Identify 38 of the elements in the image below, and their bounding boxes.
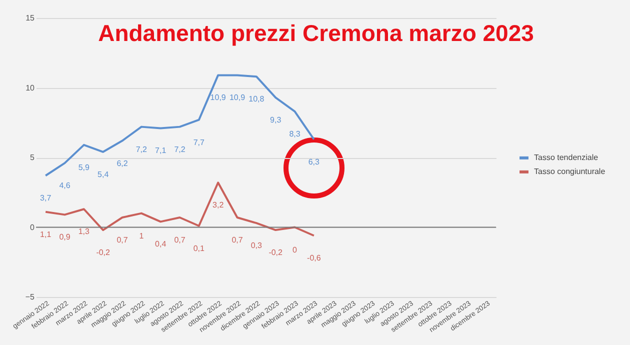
data-label: -0,2	[96, 248, 111, 258]
data-label: 0,7	[116, 235, 128, 244]
data-label: 7,2	[136, 144, 148, 154]
data-label: 0	[292, 245, 298, 254]
data-label: 1,1	[40, 230, 52, 239]
data-label: 0,3	[250, 241, 263, 250]
data-label: 6,3	[308, 157, 320, 166]
data-label: 10,9	[210, 93, 226, 102]
legend-label: Tasso tendenziale	[534, 152, 599, 162]
y-tick-label: 15	[26, 14, 36, 22]
data-label: 0,9	[59, 232, 71, 242]
data-label: -0,6	[307, 254, 322, 263]
y-tick-label: 5	[30, 153, 36, 162]
legend-label: Tasso congiunturale	[534, 166, 606, 176]
data-label: 1	[139, 231, 144, 240]
data-label: 8,3	[289, 129, 301, 138]
data-label: 0,4	[155, 240, 167, 249]
chart-title: Andamento prezzi Cremona marzo 2023	[98, 20, 534, 46]
data-label: 3,2	[212, 200, 224, 210]
data-label: 5,4	[98, 170, 110, 179]
data-label: 0,1	[193, 244, 206, 253]
data-label: 0,7	[232, 235, 244, 244]
data-label: 6,2	[116, 158, 128, 168]
data-label: 7,7	[193, 138, 206, 147]
data-label: -0,2	[268, 248, 284, 258]
y-tick-label: 10	[26, 83, 36, 92]
data-label: 1,3	[78, 227, 90, 236]
data-label: 5,9	[78, 162, 90, 172]
y-tick-label: −5	[25, 292, 36, 302]
data-label: 10,8	[248, 94, 265, 104]
data-label: 7,1	[155, 146, 167, 156]
data-label: 0,7	[174, 235, 186, 244]
data-label: 4,6	[59, 181, 71, 190]
y-tick-label: 0	[30, 222, 36, 232]
data-label: 10,9	[229, 93, 246, 102]
data-label: 7,2	[174, 144, 186, 154]
data-label: 3,7	[40, 194, 52, 203]
data-label: 9,3	[270, 116, 282, 125]
